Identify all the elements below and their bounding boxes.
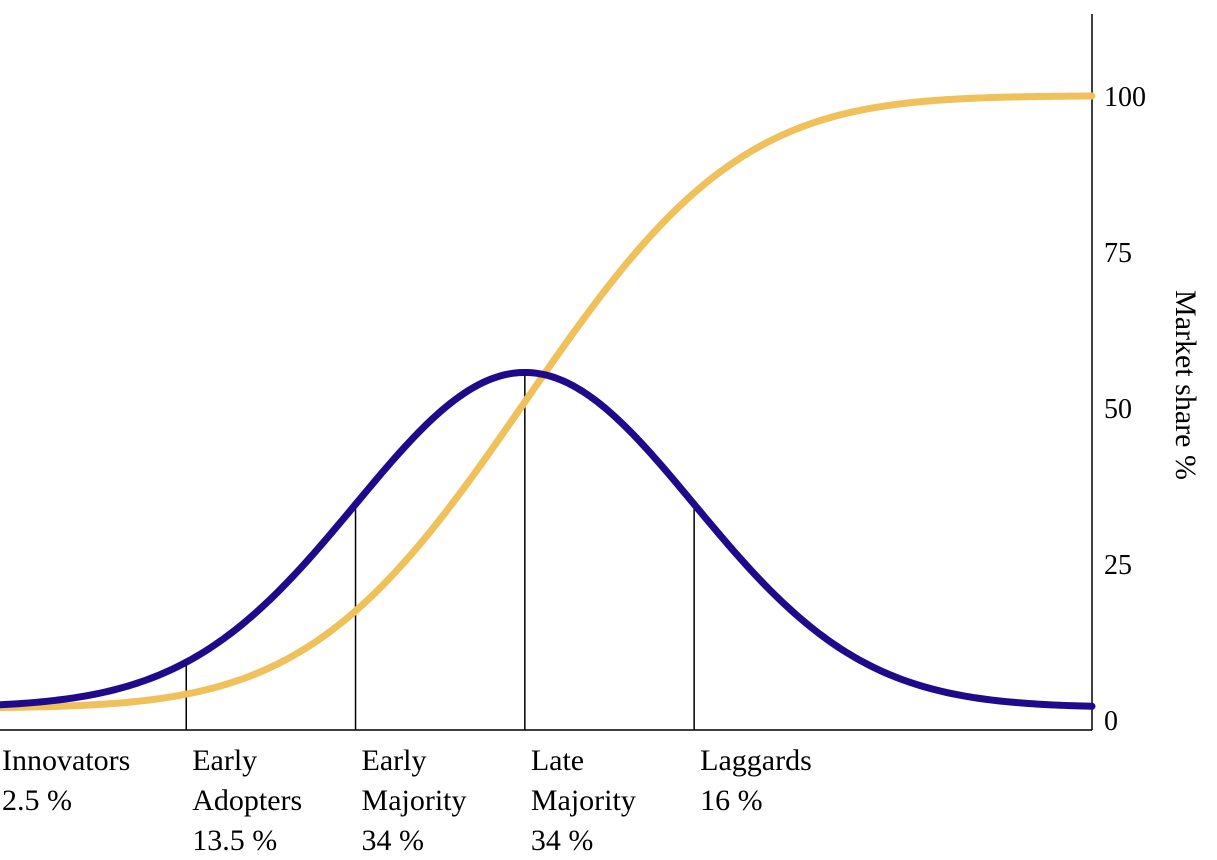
category-label: Innovators 2.5 % <box>2 744 130 817</box>
adoption-bell-curve <box>0 368 1096 710</box>
category-label-line: 2.5 % <box>2 784 72 817</box>
y-tick-label: 0 <box>1104 706 1118 737</box>
category-label-line: 13.5 % <box>192 824 277 857</box>
category-label-line: Late <box>531 744 584 777</box>
category-label: Early Majority 34 % <box>362 744 467 857</box>
y-axis-label: Market share % <box>1169 290 1202 480</box>
y-tick-label: 75 <box>1104 238 1132 269</box>
category-label-line: Innovators <box>2 744 130 777</box>
category-label: Laggards 16 % <box>700 744 812 817</box>
cumulative-adoption-curve <box>0 92 1096 712</box>
y-tick-label: 100 <box>1104 82 1146 113</box>
category-label-line: 34 % <box>531 824 594 857</box>
category-label-line: Majority <box>362 784 467 817</box>
segment-dividers <box>185 372 695 730</box>
category-label-line: 34 % <box>362 824 425 857</box>
y-tick-label: 25 <box>1104 550 1132 581</box>
category-label: Early Adopters 13.5 % <box>192 744 302 857</box>
category-label-line: 16 % <box>700 784 763 817</box>
y-ticks: 0 25 50 75 100 <box>1104 82 1146 737</box>
category-label-line: Early <box>362 744 427 777</box>
category-label-line: Laggards <box>700 744 812 777</box>
category-labels: Innovators 2.5 % Early Adopters 13.5 % Early M… <box>2 744 812 857</box>
category-label-line: Majority <box>531 784 636 817</box>
y-tick-label: 50 <box>1104 394 1132 425</box>
category-label-line: Adopters <box>192 784 302 817</box>
category-label-line: Early <box>192 744 257 777</box>
category-label: Late Majority 34 % <box>531 744 636 857</box>
